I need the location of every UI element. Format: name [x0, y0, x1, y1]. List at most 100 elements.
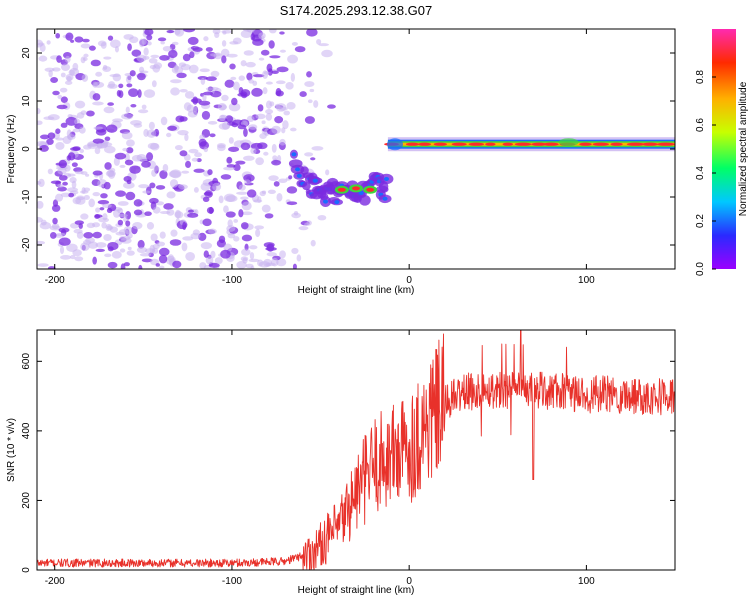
band-peak [543, 142, 559, 146]
spectrogram-noise-blob [174, 29, 185, 37]
spectrogram-noise-blob [80, 190, 89, 194]
spectrogram-noise-blob [313, 100, 319, 108]
spectrogram-noise-blob [150, 142, 160, 151]
band-peak [656, 142, 675, 146]
spectrogram-noise-blob [221, 121, 230, 130]
spectrogram-noise-blob [248, 258, 260, 263]
spectrogram-noise-blob [71, 162, 78, 168]
spectrogram-noise-blob [150, 54, 160, 59]
spectrogram-noise-blob [228, 137, 234, 144]
spectrogram-noise-blob [241, 234, 253, 242]
spectrogram-ytick-label: 10 [21, 95, 32, 107]
spectrogram-noise-blob [94, 147, 101, 155]
spectrogram-noise-blob [119, 164, 126, 168]
spectrogram-noise-blob [64, 55, 71, 63]
spectrogram-noise-blob [185, 160, 192, 169]
spectrogram-noise-blob [291, 247, 299, 254]
spectrogram-noise-blob [265, 100, 272, 109]
spectrogram-noise-blob [68, 192, 75, 198]
spectrogram-noise-blob [263, 258, 273, 267]
spectrogram-noise-blob [232, 81, 240, 91]
spectrogram-noise-blob [286, 201, 298, 206]
spectrogram-noise-blob [193, 168, 205, 173]
spectrogram-noise-blob [95, 71, 103, 77]
spectrogram-noise-blob [127, 43, 132, 51]
spectrogram-noise-blob [202, 218, 212, 227]
spectrogram-noise-blob [210, 53, 221, 57]
spectrogram-noise-blob [325, 169, 330, 176]
spectrogram-noise-blob [151, 80, 157, 88]
spectrogram-noise-blob [316, 38, 322, 45]
spectrogram-noise-blob [178, 184, 188, 190]
spectrogram-noise-blob [279, 31, 285, 35]
spectrogram-noise-blob [171, 66, 184, 74]
band-peak [514, 142, 532, 146]
spectrogram-noise-blob [47, 132, 56, 140]
spectrogram-noise-blob [311, 146, 324, 151]
band-peak [626, 142, 645, 146]
spectrogram-noise-blob [304, 222, 310, 226]
spectrogram-noise-blob [268, 29, 277, 34]
spectrogram-noise-blob [124, 159, 134, 166]
spectrogram-noise-blob [217, 144, 226, 152]
spectrogram-noise-blob [55, 193, 64, 202]
spectrogram-noise-blob [56, 55, 62, 63]
spectrogram-noise-blob [181, 170, 190, 174]
spectrogram-noise-blob [310, 239, 316, 247]
spectrogram-track-core [312, 178, 318, 183]
spectrogram-noise-blob [142, 190, 151, 194]
spectrogram-noise-blob [294, 46, 306, 53]
spectrogram-noise-blob [317, 215, 327, 221]
spectrogram-noise-blob [118, 213, 128, 218]
spectrogram-noise-blob [128, 88, 139, 97]
spectrogram-noise-blob [95, 128, 107, 136]
spectrogram-noise-blob [170, 229, 178, 237]
spectrogram-track-core [358, 190, 364, 195]
spectrogram-noise-blob [146, 129, 157, 138]
spectrogram-noise-blob [199, 262, 207, 269]
spectrogram-noise-blob [306, 29, 318, 37]
spectrogram-noise-blob [286, 102, 296, 110]
spectrogram-noise-blob [58, 175, 68, 181]
colorbar-tick-label: 0.8 [695, 70, 706, 84]
spectrogram-noise-blob [265, 81, 273, 85]
band-peak [592, 142, 609, 146]
spectrogram-noise-blob [69, 176, 77, 184]
spectrogram-noise-blob [118, 83, 124, 89]
spectrogram-noise-blob [279, 49, 286, 53]
spectrogram-noise-blob [208, 228, 217, 235]
spectrogram-noise-blob [60, 72, 66, 78]
spectrogram-noise-blob [137, 89, 142, 98]
spectrogram-noise-blob [264, 213, 274, 219]
spectrogram-noise-blob [268, 40, 275, 49]
spectrogram-noise-blob [318, 43, 330, 47]
spectrogram-noise-blob [226, 53, 238, 58]
spectrogram-noise-blob [80, 56, 86, 64]
snr-frame [36, 329, 676, 571]
spectrogram-noise-blob [240, 196, 249, 200]
snr-series-line [37, 330, 675, 570]
spectrogram-noise-blob [296, 254, 302, 262]
spectrogram-noise-blob [236, 191, 248, 195]
spectrogram-noise-blob [125, 220, 131, 227]
spectrogram-noise-blob [49, 232, 57, 239]
spectrogram-noise-blob [152, 206, 161, 214]
spectrogram-noise-blob [279, 250, 286, 259]
spectrogram-noise-blob [58, 237, 71, 246]
spectrogram-noise-blob [246, 115, 255, 122]
spectrogram-noise-blob [216, 239, 226, 248]
spectrogram-noise-blob [251, 87, 263, 97]
spectrogram-noise-blob [299, 91, 307, 98]
spectrogram-noise-blob [248, 124, 258, 130]
spectrogram-ytick-label: -20 [21, 237, 32, 252]
spectrogram-noise-blob [275, 90, 284, 97]
spectrogram-noise-blob [166, 209, 175, 216]
spectrogram-noise-blob [275, 80, 286, 85]
spectrogram-xtick-label: 100 [578, 275, 595, 286]
spectrogram-noise-blob [73, 228, 83, 234]
spectrogram-noise-blob [262, 87, 268, 95]
spectrogram-noise-blob [304, 152, 314, 157]
spectrogram-noise-blob [151, 169, 157, 177]
spectrogram-noise-blob [159, 265, 165, 269]
spectrogram-noise-blob [228, 102, 241, 112]
